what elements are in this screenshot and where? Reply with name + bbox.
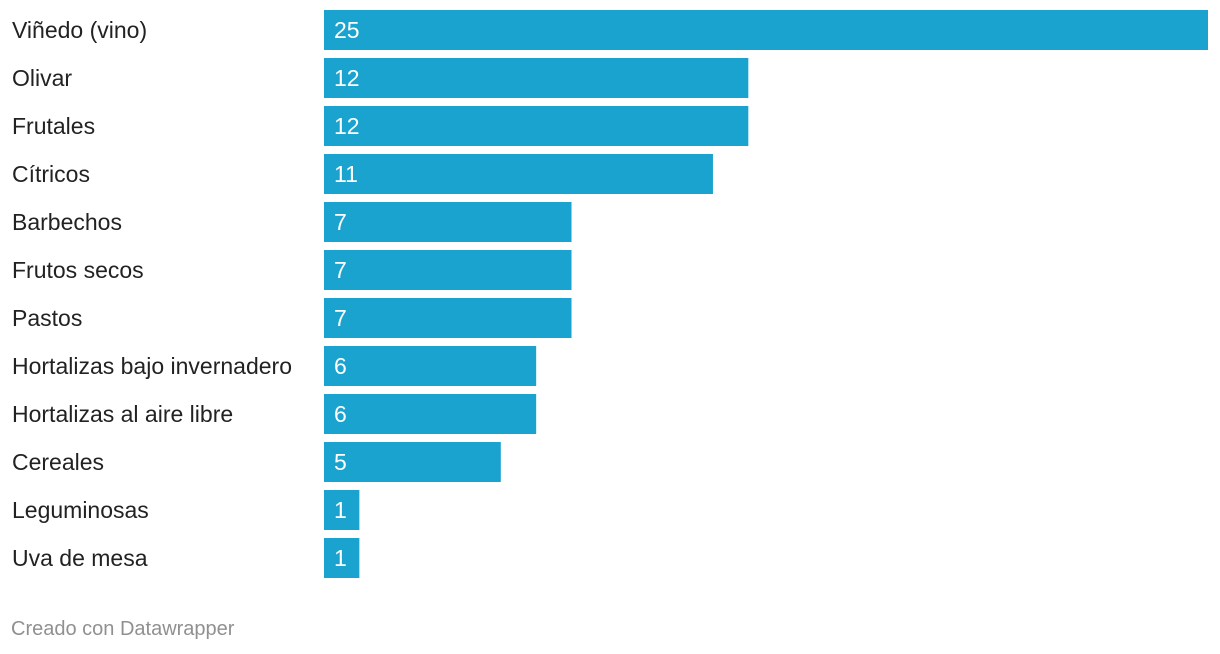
bar-chart: Viñedo (vino) 25 Olivar 12 Frutales 12 Cítrico…	[12, 10, 1208, 578]
footer-credit: Creado con Datawrapper	[11, 618, 235, 640]
category-label: Leguminosas	[12, 497, 149, 523]
bar-row: Frutales 12	[12, 106, 749, 146]
bar	[324, 106, 749, 146]
bar	[324, 538, 360, 578]
bar-row: Olivar 12	[12, 58, 749, 98]
value-label: 11	[334, 161, 358, 187]
bar-row: Viñedo (vino) 25	[12, 10, 1208, 50]
bar	[324, 442, 501, 482]
bar	[324, 202, 572, 242]
category-label: Hortalizas bajo invernadero	[12, 353, 292, 379]
bar	[324, 58, 749, 98]
value-label: 5	[334, 449, 347, 475]
category-label: Frutos secos	[12, 257, 144, 283]
bar	[324, 490, 360, 530]
category-label: Olivar	[12, 65, 72, 91]
value-label: 12	[334, 113, 360, 139]
bar	[324, 10, 1208, 50]
bar-row: Leguminosas 1	[12, 490, 360, 530]
bar-row: Hortalizas al aire libre 6	[12, 394, 537, 434]
value-label: 1	[334, 497, 347, 523]
bar-row: Cereales 5	[12, 442, 501, 482]
value-label: 6	[334, 353, 347, 379]
bar	[324, 154, 713, 194]
category-label: Frutales	[12, 113, 95, 139]
bar	[324, 250, 572, 290]
value-label: 12	[334, 65, 360, 91]
category-label: Viñedo (vino)	[12, 17, 147, 43]
category-label: Barbechos	[12, 209, 122, 235]
bar	[324, 346, 537, 386]
bar-row: Frutos secos 7	[12, 250, 572, 290]
category-label: Hortalizas al aire libre	[12, 401, 233, 427]
value-label: 7	[334, 209, 347, 235]
value-label: 7	[334, 257, 347, 283]
bar-row: Pastos 7	[12, 298, 572, 338]
category-label: Cítricos	[12, 161, 90, 187]
bar	[324, 298, 572, 338]
bar-row: Barbechos 7	[12, 202, 572, 242]
value-label: 1	[334, 545, 347, 571]
bar	[324, 394, 537, 434]
bar-row: Hortalizas bajo invernadero 6	[12, 346, 537, 386]
bar-row: Cítricos 11	[12, 154, 713, 194]
bar-row: Uva de mesa 1	[12, 538, 360, 578]
category-label: Uva de mesa	[12, 545, 148, 571]
value-label: 7	[334, 305, 347, 331]
category-label: Pastos	[12, 305, 82, 331]
value-label: 6	[334, 401, 347, 427]
category-label: Cereales	[12, 449, 104, 475]
value-label: 25	[334, 17, 360, 43]
